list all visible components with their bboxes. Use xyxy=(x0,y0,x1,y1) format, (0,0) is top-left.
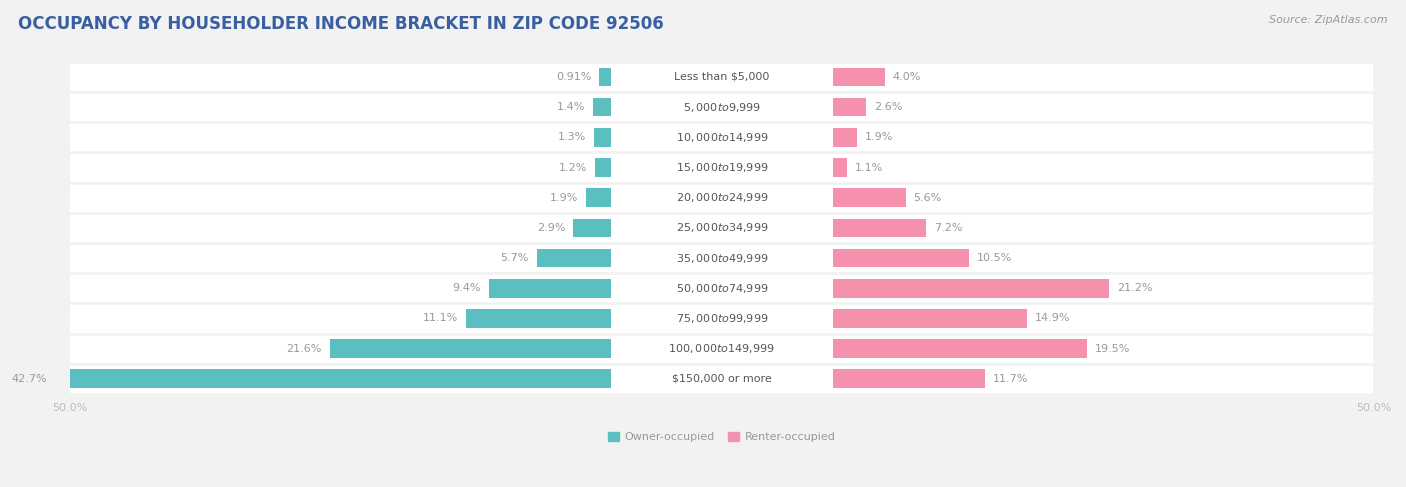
Bar xyxy=(329,339,612,358)
Bar xyxy=(70,62,1374,92)
Text: 5.7%: 5.7% xyxy=(501,253,529,263)
Bar xyxy=(467,309,612,328)
Text: $75,000 to $99,999: $75,000 to $99,999 xyxy=(675,312,768,325)
Bar xyxy=(70,334,1374,364)
Bar xyxy=(70,152,1374,183)
Bar xyxy=(595,128,612,147)
Bar xyxy=(70,243,1374,273)
Text: $15,000 to $19,999: $15,000 to $19,999 xyxy=(675,161,768,174)
Text: 19.5%: 19.5% xyxy=(1094,344,1130,354)
Bar xyxy=(832,128,858,147)
Bar xyxy=(70,92,1374,122)
Text: 9.4%: 9.4% xyxy=(453,283,481,293)
Bar xyxy=(612,68,832,86)
Text: 1.1%: 1.1% xyxy=(855,163,883,172)
Bar xyxy=(612,128,832,147)
Text: 10.5%: 10.5% xyxy=(977,253,1012,263)
Bar xyxy=(612,158,832,177)
Text: $100,000 to $149,999: $100,000 to $149,999 xyxy=(668,342,775,355)
Bar xyxy=(832,219,927,237)
Text: $150,000 or more: $150,000 or more xyxy=(672,374,772,384)
Text: 5.6%: 5.6% xyxy=(914,193,942,203)
Bar xyxy=(612,219,832,237)
Text: 21.2%: 21.2% xyxy=(1116,283,1152,293)
Bar xyxy=(832,370,986,388)
Bar xyxy=(612,279,832,298)
Text: 2.6%: 2.6% xyxy=(875,102,903,112)
Bar xyxy=(70,273,1374,303)
Bar xyxy=(70,303,1374,334)
Text: Less than $5,000: Less than $5,000 xyxy=(673,72,769,82)
Bar xyxy=(832,279,1109,298)
Bar xyxy=(537,249,612,267)
Bar xyxy=(832,309,1026,328)
Bar xyxy=(612,188,832,207)
Bar xyxy=(70,122,1374,152)
Text: 42.7%: 42.7% xyxy=(11,374,46,384)
Bar xyxy=(593,98,612,116)
Bar xyxy=(832,158,846,177)
Text: 1.3%: 1.3% xyxy=(558,132,586,142)
Text: $50,000 to $74,999: $50,000 to $74,999 xyxy=(675,282,768,295)
Bar xyxy=(832,98,866,116)
Bar xyxy=(832,339,1087,358)
Bar xyxy=(612,249,832,267)
Bar xyxy=(612,370,832,388)
Text: 11.1%: 11.1% xyxy=(423,314,458,323)
Bar xyxy=(612,309,832,328)
Text: 1.4%: 1.4% xyxy=(557,102,585,112)
Bar xyxy=(832,249,969,267)
Bar xyxy=(599,68,612,86)
Text: 1.9%: 1.9% xyxy=(550,193,578,203)
Bar xyxy=(586,188,612,207)
Text: $5,000 to $9,999: $5,000 to $9,999 xyxy=(683,101,761,113)
Text: $20,000 to $24,999: $20,000 to $24,999 xyxy=(675,191,768,204)
Text: 11.7%: 11.7% xyxy=(993,374,1028,384)
Text: 7.2%: 7.2% xyxy=(934,223,963,233)
Bar xyxy=(612,339,832,358)
Text: 4.0%: 4.0% xyxy=(893,72,921,82)
Bar xyxy=(488,279,612,298)
Text: Source: ZipAtlas.com: Source: ZipAtlas.com xyxy=(1270,15,1388,25)
Text: 1.2%: 1.2% xyxy=(560,163,588,172)
Text: OCCUPANCY BY HOUSEHOLDER INCOME BRACKET IN ZIP CODE 92506: OCCUPANCY BY HOUSEHOLDER INCOME BRACKET … xyxy=(18,15,664,33)
Text: 21.6%: 21.6% xyxy=(287,344,322,354)
Bar xyxy=(55,370,612,388)
Text: 0.91%: 0.91% xyxy=(555,72,592,82)
Text: $35,000 to $49,999: $35,000 to $49,999 xyxy=(675,252,768,264)
Bar xyxy=(70,213,1374,243)
Text: 1.9%: 1.9% xyxy=(865,132,894,142)
Bar xyxy=(574,219,612,237)
Bar xyxy=(595,158,612,177)
Bar xyxy=(612,98,832,116)
Bar xyxy=(70,183,1374,213)
Text: 2.9%: 2.9% xyxy=(537,223,565,233)
Legend: Owner-occupied, Renter-occupied: Owner-occupied, Renter-occupied xyxy=(607,432,835,442)
Text: 14.9%: 14.9% xyxy=(1035,314,1070,323)
Text: $25,000 to $34,999: $25,000 to $34,999 xyxy=(675,222,768,234)
Bar xyxy=(70,364,1374,394)
Bar xyxy=(832,68,884,86)
Text: $10,000 to $14,999: $10,000 to $14,999 xyxy=(675,131,768,144)
Bar xyxy=(832,188,905,207)
